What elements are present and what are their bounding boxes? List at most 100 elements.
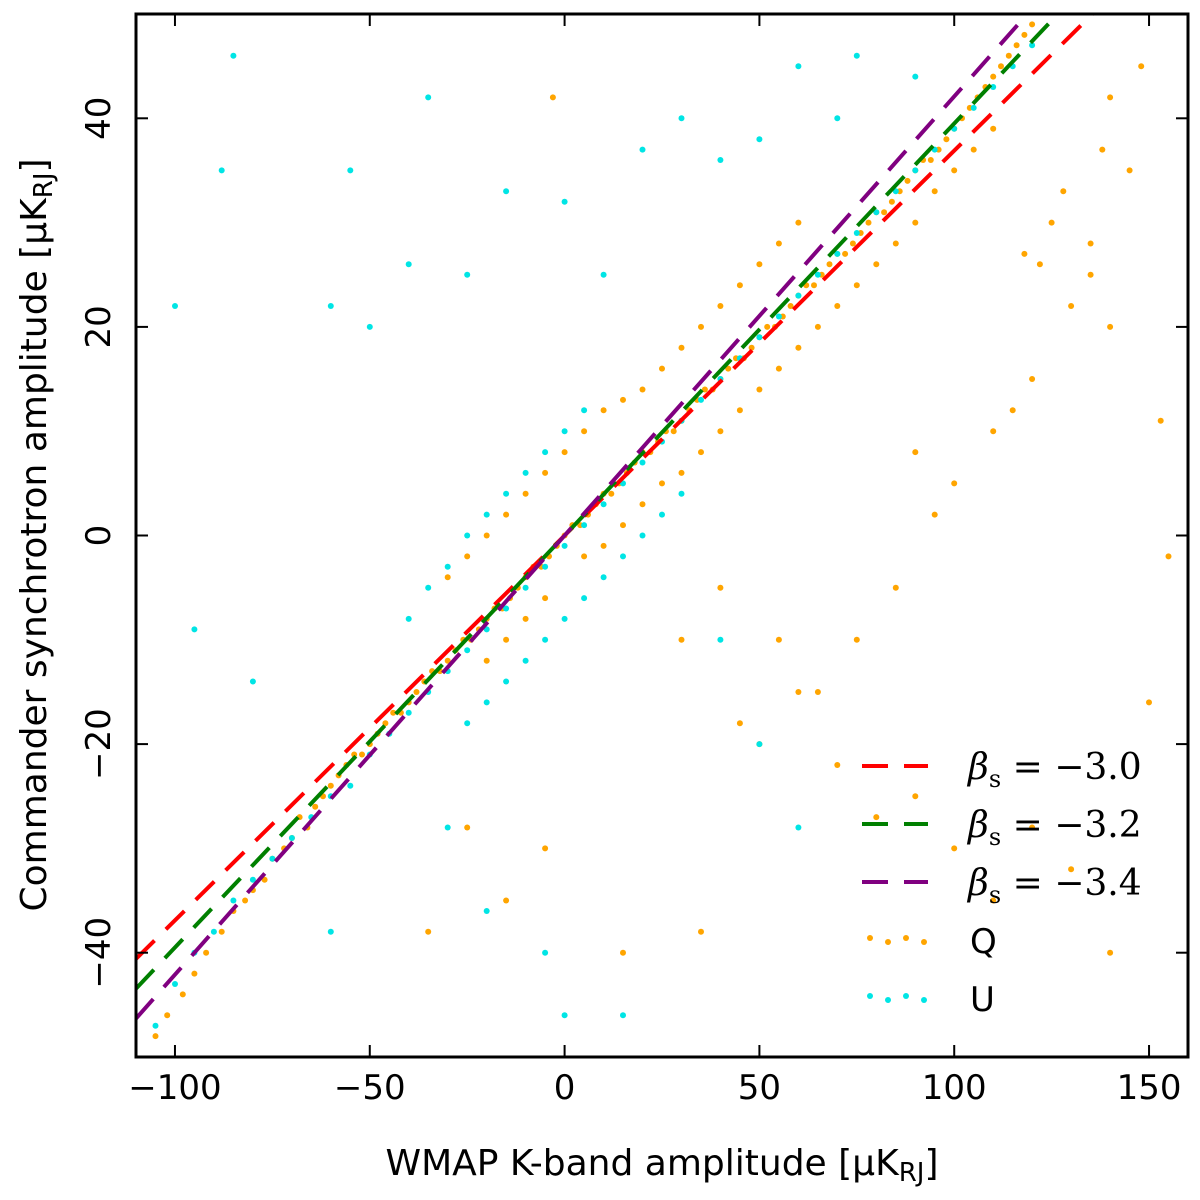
point-q [775,240,782,247]
point-q [811,282,817,289]
point-q [736,282,743,289]
point-u [542,449,549,456]
point-u [912,73,919,80]
legend-swatch-u [921,997,927,1003]
y-tick-label: −20 [79,708,119,780]
point-u [581,595,588,602]
point-q [701,386,708,393]
point-q [1126,167,1133,174]
point-q [748,344,755,351]
point-q [678,344,685,351]
point-u [444,824,451,831]
point-u [483,908,490,914]
legend-label-beta-1: βs = −3.0 [966,747,1142,793]
legend-swatch-u [867,993,873,999]
point-q [756,261,763,268]
point-q [444,657,451,664]
point-q [549,94,556,101]
point-q [853,636,860,643]
point-u [464,532,471,539]
x-axis-label: WMAP K-band amplitude [μKRJ] [386,1143,939,1188]
point-q [1029,824,1036,831]
point-q [351,751,358,758]
point-q [795,219,802,226]
point-u [1029,42,1036,49]
point-q [892,240,899,247]
point-u [288,835,295,841]
point-u [347,167,354,174]
point-q [600,542,607,549]
legend: βs = −3.0 βs = −3.2 βs = −3.4 QU [862,747,1142,1020]
point-u [522,584,529,591]
point-q [1068,866,1075,873]
point-u [659,511,665,518]
point-u [542,949,549,956]
x-tick-label: −50 [334,1068,406,1108]
point-q [725,365,732,372]
point-u [425,94,432,101]
point-q [927,157,934,163]
point-q [853,282,860,289]
point-q [483,532,490,539]
series-u [152,42,1036,1029]
point-u [639,459,646,466]
point-u [892,188,899,195]
point-q [1087,271,1094,278]
point-u [678,490,685,497]
y-tick-label: 0 [79,525,119,547]
point-q [795,344,802,351]
point-q [912,449,919,456]
point-q [1021,250,1028,257]
point-u [542,563,549,570]
point-u [853,52,860,59]
point-q [717,584,724,591]
point-u [600,271,607,278]
point-q [1107,94,1114,101]
point-q [951,480,958,487]
point-u [620,1012,626,1019]
point-q [775,636,782,643]
point-q [218,928,225,935]
legend-swatch-q [867,935,873,941]
point-u [717,636,724,643]
point-q [943,136,950,143]
point-q [826,261,833,268]
line-beta-2 [136,14,1061,991]
point-q [904,177,911,184]
point-q [1087,240,1094,247]
point-u [210,928,217,935]
point-q [931,511,938,518]
point-q [717,428,724,435]
point-q [620,949,626,956]
point-q [600,407,607,414]
point-u [795,63,802,70]
point-u [503,188,510,195]
point-q [382,720,389,727]
point-q [1029,376,1036,382]
point-u [581,407,588,414]
point-q [842,250,849,257]
point-u [639,146,646,153]
point-q [698,323,704,330]
point-q [464,824,471,831]
point-q [1107,949,1114,956]
point-q [464,553,471,560]
legend-swatch-q [903,935,909,941]
point-q [312,803,319,810]
point-u [561,615,568,622]
point-u [561,1012,568,1019]
point-u [327,303,334,309]
point-q [1138,63,1145,70]
point-q [951,845,958,852]
point-u [600,501,607,508]
point-u [464,720,471,727]
point-q [873,814,880,821]
point-q [881,209,888,216]
point-q [892,584,899,591]
point-u [172,303,178,309]
point-q [912,219,919,226]
point-q [873,261,880,268]
point-q [639,501,646,508]
point-u [834,250,841,257]
